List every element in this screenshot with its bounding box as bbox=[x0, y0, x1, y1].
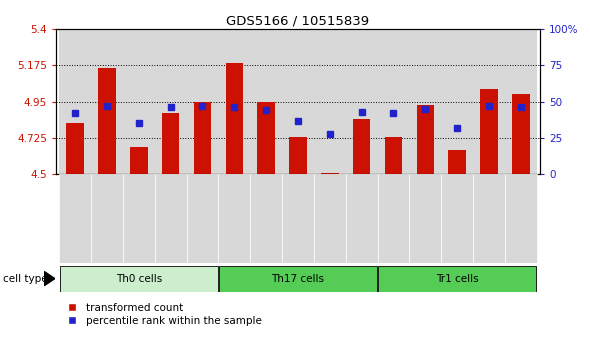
Bar bbox=[162, 113, 179, 174]
Bar bbox=[289, 137, 307, 174]
Bar bbox=[123, 29, 155, 174]
Bar bbox=[67, 123, 84, 174]
Bar bbox=[218, 29, 250, 174]
Bar bbox=[378, 174, 409, 263]
Bar bbox=[155, 174, 186, 263]
Bar bbox=[155, 29, 186, 174]
Legend: transformed count, percentile rank within the sample: transformed count, percentile rank withi… bbox=[61, 303, 262, 326]
Bar bbox=[186, 29, 218, 174]
Bar bbox=[346, 29, 378, 174]
Text: Th17 cells: Th17 cells bbox=[271, 274, 325, 284]
Bar bbox=[378, 29, 409, 174]
Bar bbox=[98, 68, 116, 174]
Bar bbox=[448, 150, 466, 174]
Bar bbox=[314, 174, 346, 263]
FancyBboxPatch shape bbox=[60, 266, 218, 292]
Bar bbox=[505, 29, 537, 174]
Bar bbox=[473, 174, 505, 263]
Bar bbox=[512, 94, 529, 174]
Bar bbox=[257, 102, 275, 174]
Bar bbox=[91, 29, 123, 174]
Bar bbox=[130, 147, 148, 174]
Bar bbox=[417, 105, 434, 174]
Bar bbox=[59, 29, 91, 174]
Bar bbox=[441, 174, 473, 263]
Bar bbox=[385, 137, 402, 174]
Bar bbox=[353, 119, 371, 174]
Bar bbox=[346, 174, 378, 263]
Polygon shape bbox=[44, 272, 55, 286]
Bar bbox=[91, 174, 123, 263]
Bar bbox=[321, 173, 339, 174]
Bar bbox=[186, 174, 218, 263]
Bar bbox=[59, 174, 91, 263]
Bar bbox=[282, 174, 314, 263]
Bar bbox=[282, 29, 314, 174]
Text: Th0 cells: Th0 cells bbox=[116, 274, 162, 284]
Text: GDS5166 / 10515839: GDS5166 / 10515839 bbox=[227, 15, 369, 28]
Bar bbox=[314, 29, 346, 174]
Bar bbox=[480, 89, 498, 174]
Text: Tr1 cells: Tr1 cells bbox=[436, 274, 478, 284]
Bar bbox=[218, 174, 250, 263]
Bar bbox=[250, 29, 282, 174]
Bar bbox=[409, 174, 441, 263]
Bar bbox=[225, 63, 243, 174]
FancyBboxPatch shape bbox=[378, 266, 536, 292]
Bar bbox=[505, 174, 537, 263]
Bar bbox=[123, 174, 155, 263]
Bar bbox=[409, 29, 441, 174]
FancyBboxPatch shape bbox=[219, 266, 377, 292]
Bar bbox=[441, 29, 473, 174]
Bar bbox=[194, 102, 211, 174]
Bar bbox=[250, 174, 282, 263]
Bar bbox=[473, 29, 505, 174]
Text: cell type: cell type bbox=[3, 274, 48, 284]
